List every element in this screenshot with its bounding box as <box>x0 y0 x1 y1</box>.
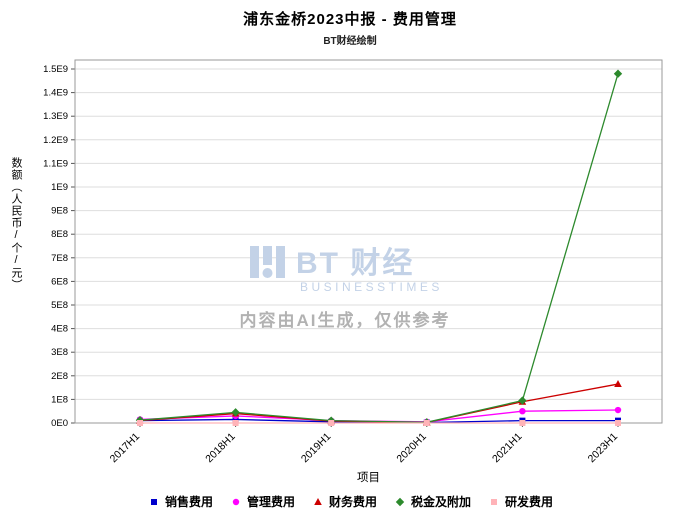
legend-marker-icon <box>395 497 405 506</box>
line-chart: 0E0 1E8 2E8 3E8 4E8 5E8 6E8 7E8 8E8 9E8 1E9 1.1E9 1.… <box>43 59 663 484</box>
y-tick-label: 9E8 <box>51 206 68 217</box>
series-line-4 <box>137 420 621 426</box>
y-tick-label: 5E8 <box>51 300 68 311</box>
legend: 销售费用 管理费用 财务费用 税金及附加 研发费用 <box>0 493 700 510</box>
legend-label: 销售费用 <box>164 495 213 509</box>
x-tick-label: 2021H1 <box>490 431 525 466</box>
watermark-logo-text: BT 财经 <box>296 246 414 280</box>
y-tick-label: 2E8 <box>51 371 68 382</box>
y-tick-label: 6E8 <box>51 276 68 287</box>
y-tick-label: 1E8 <box>51 394 68 405</box>
y-tick-label: 1.3E9 <box>43 111 68 122</box>
y-tick-label: 1.1E9 <box>43 158 68 169</box>
legend-label: 研发费用 <box>505 495 554 509</box>
x-axis-title: 项目 <box>357 471 380 484</box>
watermark-ai-note: 内容由AI生成，仅供参考 <box>240 310 451 330</box>
legend-marker-icon <box>491 498 498 505</box>
legend-item-0: 销售费用 <box>147 493 213 510</box>
chart-subtitle: BT财经绘制 <box>323 36 377 47</box>
plot-border <box>74 59 663 424</box>
x-tick-label: 2017H1 <box>108 431 143 466</box>
watermark-logo-subtext: BUSINESSTIMES <box>300 280 443 294</box>
y-tick-label: 4E8 <box>51 324 68 335</box>
legend-marker-icon <box>232 498 240 505</box>
y-tick-label: 1E9 <box>51 182 68 193</box>
y-tick-label: 7E8 <box>51 253 68 264</box>
x-tick-label: 2020H1 <box>394 431 429 466</box>
y-tick-label: 1.4E9 <box>43 88 68 99</box>
x-tick-label: 2018H1 <box>203 431 238 466</box>
legend-label: 财务费用 <box>328 495 377 509</box>
legend-item-1: 管理费用 <box>229 493 295 510</box>
legend-item-3: 税金及附加 <box>393 493 471 510</box>
y-tick-label: 0E0 <box>51 418 68 429</box>
y-axis-title: 数额（人民币/个/元） <box>10 157 22 291</box>
chart-area: 0E0 1E8 2E8 3E8 4E8 5E8 6E8 7E8 8E8 9E8 1E9 1.1E9 1.… <box>0 49 700 489</box>
legend-marker-icon <box>314 497 322 505</box>
x-tick-label: 2023H1 <box>586 431 621 466</box>
y-tick-label: 8E8 <box>51 229 68 240</box>
y-tick-label: 1.2E9 <box>43 135 68 146</box>
legend-label: 税金及附加 <box>411 495 472 509</box>
legend-item-4: 研发费用 <box>487 493 553 510</box>
chart-title: 浦东金桥2023中报 - 费用管理 <box>243 11 457 28</box>
series-line-2 <box>136 380 622 426</box>
x-tick-label: 2019H1 <box>299 431 334 466</box>
legend-label: 管理费用 <box>246 495 295 509</box>
y-tick-label: 3E8 <box>51 347 68 358</box>
y-tick-label: 1.5E9 <box>43 64 68 75</box>
legend-marker-icon <box>150 498 157 505</box>
legend-item-2: 财务费用 <box>311 493 377 510</box>
gridlines <box>75 68 662 400</box>
